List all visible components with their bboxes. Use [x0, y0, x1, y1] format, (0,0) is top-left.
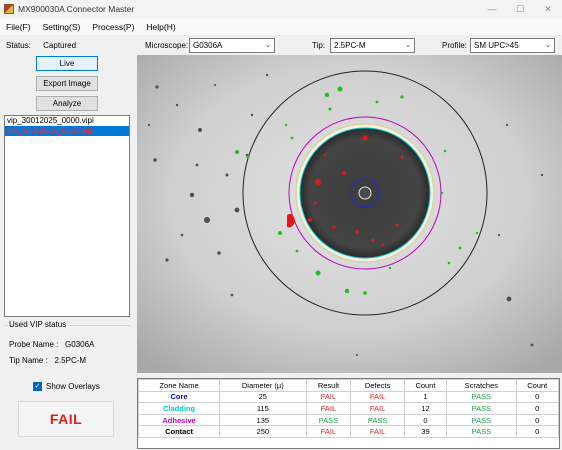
- zone-defects: FAIL: [350, 402, 405, 415]
- zone-name: Cladding: [137, 402, 221, 415]
- green-defects: [235, 86, 479, 295]
- chevron-down-icon: ⌄: [545, 42, 551, 49]
- checkmark-icon[interactable]: ✓: [33, 382, 42, 391]
- results-table: Zone Name Diameter (µ) Result Defects Co…: [137, 378, 560, 449]
- microscope-value: G0306A: [193, 41, 223, 50]
- probe-name-value: G0306A: [65, 340, 95, 349]
- vip-status-title: Used VIP status: [8, 320, 68, 329]
- show-overlays-label: Show Overlays: [46, 382, 100, 391]
- zone-result: FAIL: [305, 425, 352, 438]
- zone-name: Adhesive: [137, 413, 221, 427]
- tip-label: Tip:: [312, 41, 326, 50]
- menu-bar: File(F) Setting(S) Process(P) Help(H): [0, 18, 562, 35]
- header-scratch-count: Count: [515, 379, 560, 392]
- zone-name: Contact: [137, 425, 221, 438]
- chevron-down-icon: ⌄: [265, 42, 271, 49]
- zone-scratches: PASS: [446, 413, 517, 427]
- tip-name-row: Tip Name : 2.5PC-M: [9, 356, 86, 365]
- zone-defect-count: 12: [403, 402, 448, 415]
- menu-process[interactable]: Process(P): [92, 21, 135, 32]
- title-bar: MX900030A Connector Master — ☐ ✕: [0, 0, 562, 18]
- zone-result: PASS: [305, 413, 352, 427]
- tip-name-label: Tip Name :: [9, 356, 48, 365]
- status-row: Status: Captured: [6, 41, 86, 50]
- header-diameter: Diameter (µ): [219, 379, 307, 392]
- dust-specks: [147, 73, 544, 356]
- zone-scratches: PASS: [446, 425, 517, 438]
- window-title: MX900030A Connector Master: [18, 4, 135, 14]
- zone-defect-count: 1: [403, 390, 448, 404]
- maximize-button[interactable]: ☐: [515, 3, 525, 14]
- table-row: Cladding 115 FAIL FAIL 12 PASS 0: [137, 402, 560, 415]
- table-row: Core 25 FAIL FAIL 1 PASS 0: [137, 390, 560, 404]
- microscope-select[interactable]: G0306A ⌄: [189, 38, 275, 53]
- zone-scratch-count: 0: [515, 413, 560, 427]
- status-value: Captured: [43, 41, 77, 50]
- fiber-image-canvas: [137, 55, 562, 373]
- zone-defects: FAIL: [350, 425, 405, 438]
- analyze-button[interactable]: Analyze: [36, 96, 98, 111]
- contact-zone-circle: [242, 70, 488, 316]
- status-label: Status:: [6, 41, 31, 50]
- probe-name-row: Probe Name : G0306A: [9, 340, 94, 349]
- zone-scratches: PASS: [446, 402, 517, 415]
- header-defects: Defects: [350, 379, 405, 392]
- tip-name-value: 2.5PC-M: [54, 356, 87, 365]
- vip-status-group: Used VIP status Probe Name : G0306A Tip …: [4, 320, 130, 371]
- zone-scratch-count: 0: [515, 390, 560, 404]
- tip-value: 2.5PC-M: [334, 41, 366, 50]
- fiber-end-face-image[interactable]: [137, 55, 562, 373]
- left-panel: Status: Captured Live Export Image Analy…: [0, 35, 135, 450]
- results-header-row: Zone Name Diameter (µ) Result Defects Co…: [137, 379, 560, 392]
- menu-help[interactable]: Help(H): [146, 21, 176, 32]
- menu-file[interactable]: File(F): [6, 21, 31, 32]
- file-list[interactable]: vip_30012025_0000.vipi vip_30012025_0001…: [4, 115, 130, 317]
- profile-value: SM UPC>45: [474, 41, 519, 50]
- file-list-item[interactable]: vip_30012025_0000.vipi: [7, 116, 94, 125]
- header-scratches: Scratches: [446, 379, 517, 392]
- zone-diameter: 115: [219, 402, 307, 415]
- fiber-core: [358, 186, 372, 200]
- header-zone-name: Zone Name: [137, 379, 221, 392]
- zone-diameter: 25: [219, 390, 307, 404]
- toolbar: Microscope: G0306A ⌄ Tip: 2.5PC-M ⌄ Prof…: [137, 38, 562, 54]
- export-image-button[interactable]: Export Image: [36, 76, 98, 91]
- show-overlays-checkbox[interactable]: ✓ Show Overlays: [33, 382, 100, 391]
- header-defect-count: Count: [403, 379, 448, 392]
- zone-defects: FAIL: [350, 390, 405, 404]
- close-button[interactable]: ✕: [544, 3, 552, 14]
- header-result: Result: [305, 379, 352, 392]
- zone-scratch-count: 0: [515, 425, 560, 438]
- chevron-down-icon: ⌄: [405, 42, 411, 49]
- zone-name: Core: [137, 390, 221, 404]
- verdict-badge: FAIL: [18, 401, 114, 437]
- zone-diameter: 135: [219, 413, 307, 427]
- zone-diameter: 250: [219, 425, 307, 438]
- file-list-item-selected[interactable]: vip_30012025_0001.vipi: [5, 126, 129, 136]
- zone-defect-count: 0: [403, 413, 448, 427]
- zone-defect-count: 39: [403, 425, 448, 438]
- red-defects: [287, 135, 404, 247]
- zone-scratches: PASS: [446, 390, 517, 404]
- menu-setting[interactable]: Setting(S): [42, 21, 81, 32]
- microscope-label: Microscope:: [145, 41, 189, 50]
- core-zone-circle: [350, 178, 380, 208]
- profile-label: Profile:: [442, 41, 467, 50]
- profile-select[interactable]: SM UPC>45 ⌄: [470, 38, 555, 53]
- window-controls: — ☐ ✕: [478, 0, 562, 18]
- table-row: Adhesive 135 PASS PASS 0 PASS 0: [137, 413, 560, 427]
- cladding-zone-circle: [299, 127, 431, 259]
- app-logo-icon: [4, 4, 14, 14]
- zone-result: FAIL: [305, 390, 352, 404]
- zone-scratch-count: 0: [515, 402, 560, 415]
- minimize-button[interactable]: —: [487, 4, 497, 14]
- zone-defects: PASS: [350, 413, 405, 427]
- tip-select[interactable]: 2.5PC-M ⌄: [330, 38, 415, 53]
- zone-result: FAIL: [305, 402, 352, 415]
- table-row: Contact 250 FAIL FAIL 39 PASS 0: [137, 425, 560, 438]
- probe-name-label: Probe Name :: [9, 340, 59, 349]
- live-button[interactable]: Live: [36, 56, 98, 71]
